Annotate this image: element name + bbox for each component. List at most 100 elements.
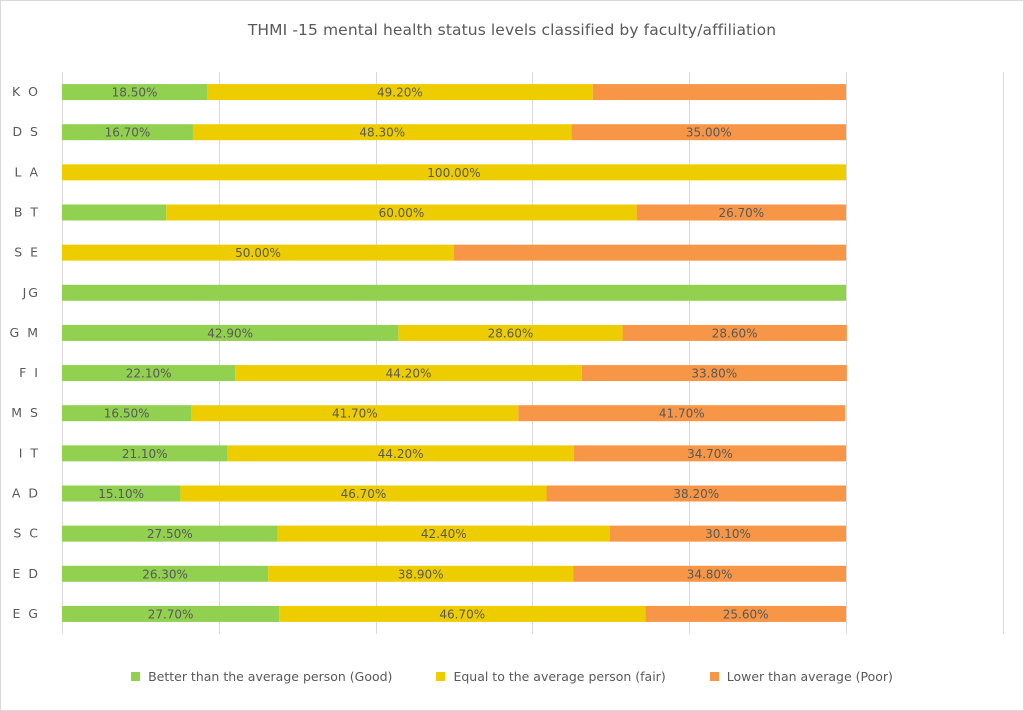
- bar-segment: [518, 405, 846, 422]
- data-label: 38.90%: [398, 567, 444, 581]
- data-label: 26.30%: [142, 567, 188, 581]
- legend-swatch-good: [131, 671, 141, 681]
- data-labels: 18.50% 49.20% 16.70% 48.30% 35.00% 100.00% 60.…: [98, 86, 768, 622]
- data-label: 34.70%: [687, 447, 733, 461]
- category-label: G M: [10, 325, 40, 340]
- bars: [62, 84, 847, 622]
- data-label: 21.10%: [122, 447, 168, 461]
- bar-segment: [227, 445, 574, 462]
- bar-segment: [636, 204, 846, 221]
- legend-item-good: Better than the average person (Good): [131, 666, 392, 686]
- bar-segment: [62, 525, 278, 542]
- data-label: 41.70%: [332, 407, 378, 421]
- bar-segment: [279, 605, 646, 622]
- legend-label-fair: Equal to the average person (fair): [453, 668, 666, 684]
- data-label: 50.00%: [235, 246, 281, 260]
- legend-swatch-fair: [436, 671, 446, 681]
- bar-segment: [62, 164, 846, 181]
- category-label: L A: [15, 164, 41, 179]
- gridlines: [62, 72, 1004, 634]
- bar-segment: [62, 204, 167, 221]
- bar-segment: [62, 244, 454, 261]
- category-label: D S: [12, 124, 40, 139]
- bar-segment: [546, 485, 846, 502]
- category-label: I T: [19, 445, 40, 460]
- data-label: 35.00%: [686, 126, 732, 140]
- bar-segment: [581, 365, 847, 382]
- legend-item-fair: Equal to the average person (fair): [436, 666, 666, 686]
- category-label: F I: [19, 365, 40, 380]
- data-label: 46.70%: [341, 487, 387, 501]
- legend-label-good: Better than the average person (Good): [148, 668, 393, 684]
- bar-segment: [62, 565, 269, 582]
- data-label: 25.60%: [723, 607, 769, 621]
- data-label: 48.30%: [359, 126, 405, 140]
- bar-segment: [62, 605, 280, 622]
- data-label: 44.20%: [386, 367, 432, 381]
- bar-segment: [268, 565, 574, 582]
- bar-segment: [573, 565, 846, 582]
- category-label: E D: [13, 566, 41, 581]
- bar-segment: [62, 445, 228, 462]
- data-label: 33.80%: [691, 367, 737, 381]
- bar-segment: [573, 445, 846, 462]
- data-label: 15.10%: [98, 487, 144, 501]
- data-label: 49.20%: [377, 86, 423, 100]
- category-label: K O: [12, 84, 40, 99]
- category-label: M S: [11, 405, 40, 420]
- bar-segment: [180, 485, 547, 502]
- legend-swatch-poor: [709, 671, 719, 681]
- data-label: 41.70%: [659, 407, 705, 421]
- category-label: S E: [14, 245, 40, 260]
- data-label: 30.10%: [705, 527, 751, 541]
- bar-segment: [645, 605, 846, 622]
- data-label: 16.70%: [105, 126, 151, 140]
- bar-segment: [398, 324, 623, 341]
- data-label: 46.70%: [439, 607, 485, 621]
- bar-segment: [62, 284, 846, 301]
- data-label: 28.60%: [488, 326, 534, 340]
- bar-segment: [610, 525, 846, 542]
- bar-segment: [191, 405, 519, 422]
- category-axis-labels: K O D S L A B T S E JG G M F I M S I T A D S C E D E …: [10, 84, 41, 621]
- bar-segment: [62, 405, 192, 422]
- legend-label-poor: Lower than average (Poor): [726, 668, 893, 684]
- bar-segment: [62, 324, 399, 341]
- bar-segment: [62, 124, 193, 141]
- bar-segment: [592, 84, 846, 101]
- data-label: 42.90%: [207, 326, 253, 340]
- data-label: 16.50%: [104, 407, 150, 421]
- category-label: S C: [13, 526, 40, 541]
- bar-segment: [571, 124, 846, 141]
- category-label: A D: [12, 486, 40, 501]
- data-label: 22.10%: [126, 367, 172, 381]
- bar-segment: [235, 365, 582, 382]
- bar-segment: [192, 124, 572, 141]
- data-label: 44.20%: [378, 447, 424, 461]
- legend-item-poor: Lower than average (Poor): [709, 666, 893, 686]
- data-label: 18.50%: [112, 86, 158, 100]
- legend: Better than the average person (Good) Eq…: [0, 666, 1024, 686]
- data-label: 28.60%: [712, 326, 758, 340]
- data-label: 26.70%: [718, 206, 764, 220]
- category-label: JG: [22, 285, 40, 300]
- category-label: E G: [12, 606, 40, 621]
- data-label: 27.50%: [147, 527, 193, 541]
- data-label: 27.70%: [148, 607, 194, 621]
- bar-segment: [622, 324, 847, 341]
- category-label: B T: [14, 205, 40, 220]
- data-label: 42.40%: [421, 527, 467, 541]
- bar-segment: [62, 485, 181, 502]
- data-label: 60.00%: [379, 206, 425, 220]
- bar-segment: [62, 84, 208, 101]
- bar-segment: [62, 365, 236, 382]
- chart-title: THMI -15 mental health status levels cla…: [247, 21, 777, 39]
- data-label: 34.80%: [687, 567, 733, 581]
- bar-segment: [277, 525, 611, 542]
- data-label: 38.20%: [673, 487, 719, 501]
- bar-segment: [207, 84, 593, 101]
- data-label: 100.00%: [427, 166, 480, 180]
- bar-segment: [454, 244, 846, 261]
